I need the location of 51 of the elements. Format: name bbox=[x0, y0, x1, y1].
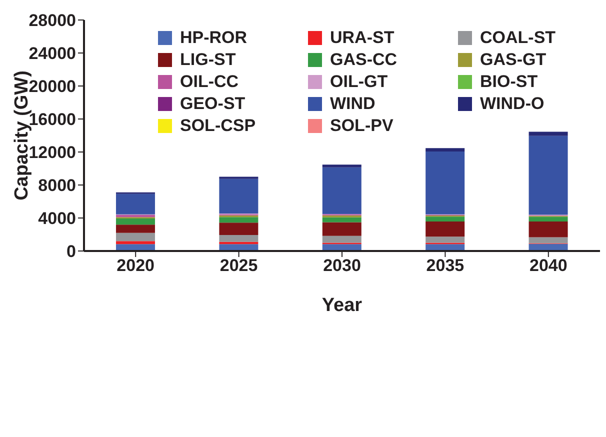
x-tick-label: 2035 bbox=[426, 256, 464, 276]
bar bbox=[528, 136, 568, 215]
legend-label: BIO-ST bbox=[480, 72, 538, 92]
legend-label: SOL-PV bbox=[330, 116, 394, 136]
legend-label: OIL-CC bbox=[180, 72, 239, 92]
x-tick-label: 2030 bbox=[323, 256, 361, 276]
bar bbox=[426, 216, 465, 222]
bar bbox=[116, 218, 155, 225]
bar bbox=[528, 222, 568, 238]
x-tick-label: 2040 bbox=[529, 256, 568, 276]
bar bbox=[219, 217, 258, 223]
bar bbox=[219, 234, 258, 242]
bar bbox=[116, 241, 155, 244]
legend-label: GAS-CC bbox=[330, 50, 398, 70]
y-tick-label: 8000 bbox=[38, 176, 76, 196]
x-tick-label: 2020 bbox=[116, 256, 155, 276]
legend-label: GEO-ST bbox=[180, 94, 246, 114]
bar bbox=[322, 222, 362, 236]
bar bbox=[426, 221, 465, 237]
bar bbox=[322, 236, 362, 243]
bar bbox=[528, 216, 568, 222]
x-axis-title: Year bbox=[322, 295, 363, 316]
bar bbox=[116, 194, 155, 214]
bar bbox=[219, 178, 258, 214]
legend-label: HP-ROR bbox=[180, 28, 248, 48]
y-tick-label: 0 bbox=[66, 242, 76, 262]
y-tick-label: 24000 bbox=[28, 44, 76, 64]
y-tick-label: 20000 bbox=[28, 77, 76, 96]
bar bbox=[426, 148, 465, 152]
bar bbox=[426, 152, 465, 214]
legend-label: GAS-GT bbox=[480, 50, 546, 70]
legend-label: LIG-ST bbox=[180, 50, 236, 70]
y-tick-label: 12000 bbox=[28, 143, 76, 162]
bar bbox=[116, 232, 155, 242]
legend-label: WIND-O bbox=[480, 94, 544, 114]
legend-label: WIND bbox=[330, 94, 376, 114]
bar bbox=[322, 164, 362, 168]
bar bbox=[116, 224, 155, 233]
bar bbox=[322, 167, 362, 214]
legend-label: OIL-GT bbox=[330, 72, 388, 92]
legend-label: URA-ST bbox=[330, 28, 394, 48]
x-tick-label: 2025 bbox=[220, 256, 258, 276]
legend-label: SOL-CSP bbox=[180, 116, 256, 136]
y-tick-label: 4000 bbox=[38, 209, 76, 228]
bar bbox=[426, 236, 465, 243]
bar bbox=[322, 217, 362, 222]
bar bbox=[219, 222, 258, 235]
bar bbox=[528, 237, 568, 244]
bar bbox=[528, 132, 568, 136]
legend-label: COAL-ST bbox=[480, 28, 556, 48]
y-tick-label: 28000 bbox=[28, 11, 76, 30]
